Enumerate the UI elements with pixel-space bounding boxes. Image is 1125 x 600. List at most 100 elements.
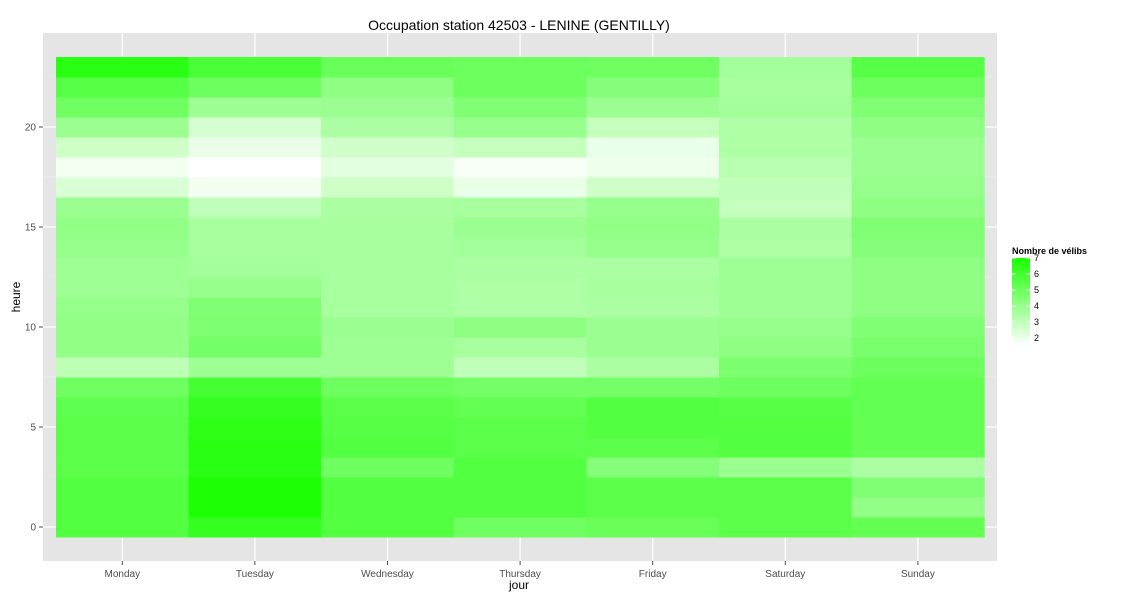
- heatmap-cell: [453, 477, 587, 498]
- heatmap-cell: [851, 237, 985, 258]
- heatmap-cell: [719, 417, 853, 438]
- heatmap-cell: [188, 277, 322, 298]
- heatmap-cell: [188, 297, 322, 318]
- heatmap-cell: [188, 57, 322, 78]
- heatmap-cell: [56, 437, 190, 458]
- heatmap-cell: [188, 417, 322, 438]
- heatmap-cell: [188, 337, 322, 358]
- heatmap-cell: [321, 177, 455, 198]
- heatmap-cell: [453, 437, 587, 458]
- heatmap-cell: [56, 317, 190, 338]
- heatmap-cell: [188, 117, 322, 138]
- heatmap-cell: [453, 417, 587, 438]
- y-axis-ticks: 0 5 10 15 20: [25, 123, 43, 534]
- heatmap-cell: [321, 217, 455, 238]
- heatmap-cell: [851, 457, 985, 478]
- heatmap-cell: [851, 257, 985, 278]
- heatmap-cell: [321, 57, 455, 78]
- heatmap-cell: [188, 457, 322, 478]
- heatmap-cell: [719, 177, 853, 198]
- heatmap-cell: [56, 137, 190, 158]
- heatmap-cell: [586, 197, 720, 218]
- heatmap-cell: [188, 377, 322, 398]
- heatmap-cell: [851, 357, 985, 378]
- heatmap-cell: [719, 297, 853, 318]
- heatmap-cell: [188, 257, 322, 278]
- x-tick-label: Wednesday: [361, 569, 414, 580]
- heatmap-cell: [321, 257, 455, 278]
- y-tick-label: 5: [30, 423, 36, 434]
- heatmap-cell: [851, 437, 985, 458]
- heatmap-cell: [188, 497, 322, 518]
- heatmap-cell: [188, 237, 322, 258]
- heatmap-cell: [586, 497, 720, 518]
- heatmap-cell: [56, 357, 190, 378]
- heatmap-cell: [719, 357, 853, 378]
- heatmap-cell: [56, 377, 190, 398]
- heatmap-cell: [56, 77, 190, 98]
- heatmap-cell: [586, 457, 720, 478]
- heatmap-cell: [188, 97, 322, 118]
- heatmap-cell: [719, 517, 853, 538]
- heatmap-cell: [453, 497, 587, 518]
- legend-tick-label: 4: [1034, 301, 1039, 311]
- legend-tick-label: 3: [1034, 317, 1039, 327]
- legend-tick-label: 2: [1034, 333, 1039, 343]
- heatmap-cell: [321, 297, 455, 318]
- x-tick-label: Friday: [639, 569, 667, 580]
- heatmap-cell: [851, 97, 985, 118]
- heatmap-cell: [56, 57, 190, 78]
- heatmap-cell: [453, 197, 587, 218]
- heatmap-cell: [586, 477, 720, 498]
- heatmap-cell: [321, 157, 455, 178]
- heatmap-cell: [586, 97, 720, 118]
- heatmap-cell: [188, 437, 322, 458]
- legend-title: Nombre de vélibs: [1012, 246, 1087, 256]
- heatmap-cell: [719, 257, 853, 278]
- heatmap-cell: [851, 177, 985, 198]
- y-tick-label: 20: [25, 123, 37, 134]
- heatmap-cell: [453, 377, 587, 398]
- y-tick-label: 10: [25, 323, 37, 334]
- heatmap-cell: [453, 337, 587, 358]
- heatmap-cell: [586, 177, 720, 198]
- heatmap-cell: [586, 277, 720, 298]
- heatmap-cell: [851, 517, 985, 538]
- heatmap-cell: [453, 157, 587, 178]
- heatmap-cell: [453, 97, 587, 118]
- y-tick-label: 0: [30, 523, 36, 534]
- heatmap-cell: [586, 297, 720, 318]
- heatmap-cell: [453, 237, 587, 258]
- heatmap-cell: [321, 457, 455, 478]
- heatmap-cell: [56, 337, 190, 358]
- heatmap-cell: [56, 277, 190, 298]
- heatmap-cell: [851, 217, 985, 238]
- heatmap-cell: [188, 197, 322, 218]
- heatmap-cell: [719, 457, 853, 478]
- heatmap-cell: [188, 77, 322, 98]
- heatmap-cell: [719, 97, 853, 118]
- heatmap-cell: [851, 137, 985, 158]
- heatmap-cell: [453, 457, 587, 478]
- heatmap-cell: [851, 117, 985, 138]
- heatmap-cell: [56, 237, 190, 258]
- heatmap-cell: [453, 297, 587, 318]
- heatmap-cell: [56, 157, 190, 178]
- heatmap-cell: [719, 497, 853, 518]
- heatmap-cell: [586, 357, 720, 378]
- heatmap-cell: [586, 57, 720, 78]
- heatmap-cell: [321, 437, 455, 458]
- heatmap-cell: [56, 257, 190, 278]
- heatmap-cell: [586, 417, 720, 438]
- heatmap-cell: [321, 197, 455, 218]
- heatmap-cell: [719, 237, 853, 258]
- heatmap-cell: [188, 357, 322, 378]
- legend-colorbar: [1012, 258, 1030, 346]
- heatmap-cell: [321, 97, 455, 118]
- heatmap-cell: [453, 77, 587, 98]
- heatmap-cell: [719, 197, 853, 218]
- x-axis-title: jour: [508, 578, 529, 592]
- heatmap-cell: [56, 97, 190, 118]
- heatmap-cells: [56, 57, 985, 538]
